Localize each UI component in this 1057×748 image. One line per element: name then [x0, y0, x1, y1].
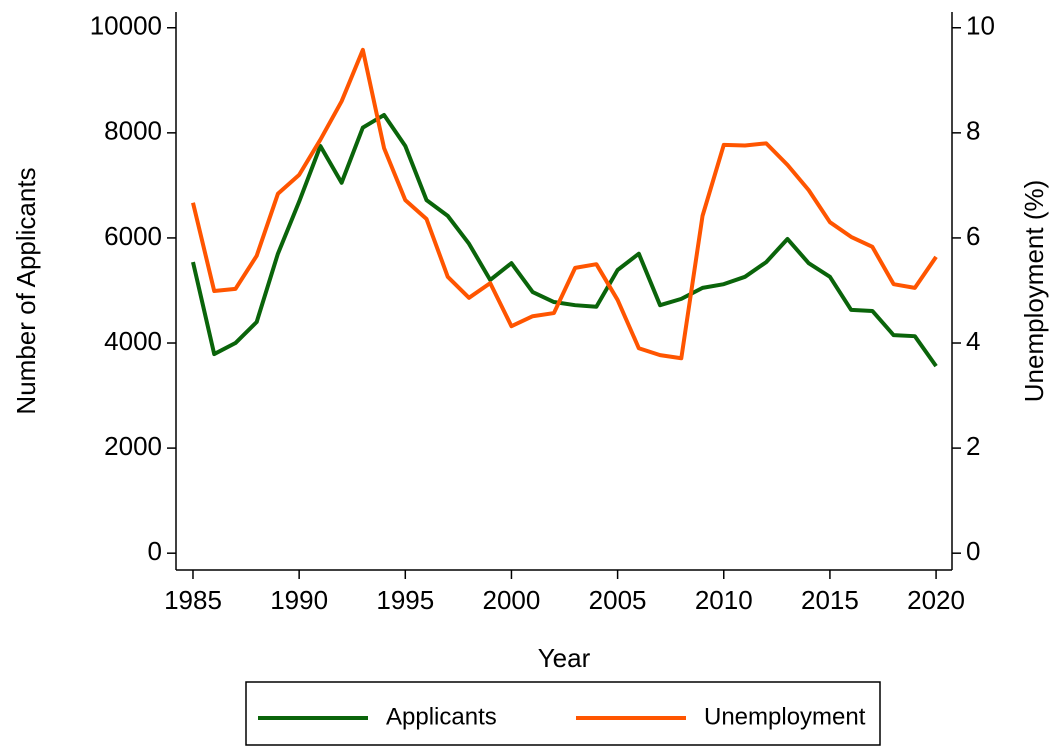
legend-label: Applicants — [386, 703, 497, 730]
legend-label: Unemployment — [704, 703, 866, 730]
y-tick-label: 6000 — [104, 221, 162, 251]
x-tick-label: 2020 — [907, 585, 965, 615]
y-tick-label: 8000 — [104, 116, 162, 146]
y2-tick-label: 6 — [966, 221, 980, 251]
x-tick-label: 2015 — [801, 585, 859, 615]
y-tick-label: 10000 — [90, 11, 162, 41]
y-tick-label: 4000 — [104, 326, 162, 356]
x-tick-label: 2005 — [589, 585, 647, 615]
x-tick-label: 1990 — [270, 585, 328, 615]
y2-tick-label: 8 — [966, 116, 980, 146]
series-line — [191, 112, 938, 368]
x-tick-label: 1995 — [376, 585, 434, 615]
series-line — [191, 47, 938, 361]
legend — [245, 681, 881, 746]
x-axis-label: Year — [538, 643, 591, 673]
y2-tick-label: 2 — [966, 431, 980, 461]
x-tick-label: 1985 — [164, 585, 222, 615]
y2-tick-label: 4 — [966, 326, 980, 356]
y-tick-label: 0 — [148, 536, 162, 566]
y-tick-label: 2000 — [104, 431, 162, 461]
y2-tick-label: 0 — [966, 536, 980, 566]
x-tick-label: 2000 — [483, 585, 541, 615]
x-tick-label: 2010 — [695, 585, 753, 615]
y2-axis-label: Unemployment (%) — [1019, 180, 1049, 403]
y2-tick-label: 10 — [966, 11, 995, 41]
y-axis-label: Number of Applicants — [11, 167, 41, 414]
